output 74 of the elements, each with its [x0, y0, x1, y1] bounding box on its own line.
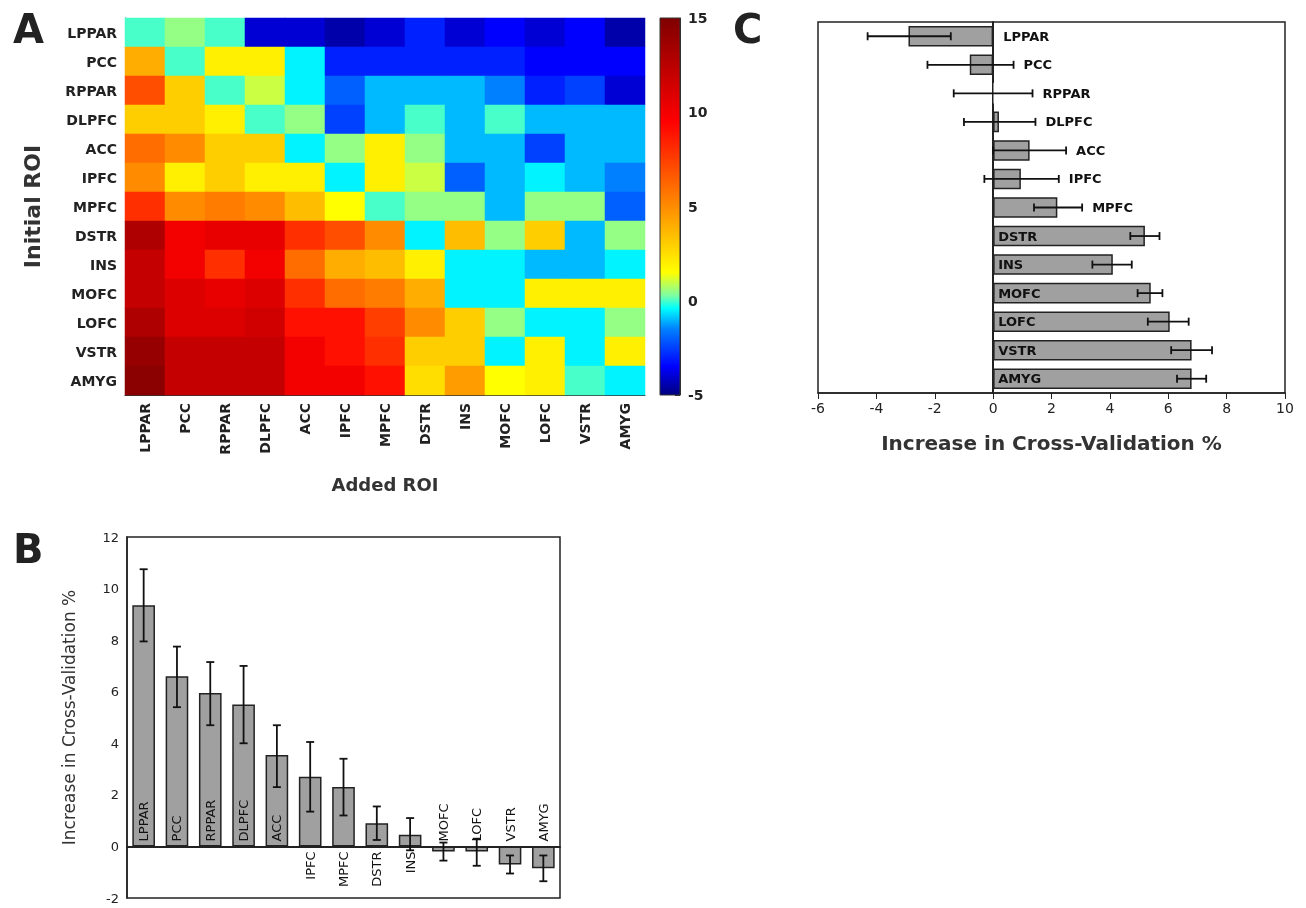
x-tick-label: MOFC: [435, 803, 451, 842]
x-tick-label: RPPAR: [202, 799, 218, 842]
x-tick-label: 0: [988, 400, 998, 416]
x-tick-label: -6: [811, 400, 826, 416]
x-tick-label: DLPFC: [257, 403, 273, 454]
x-axis-title: Added ROI: [331, 473, 439, 495]
x-tick-label: VSTR: [577, 402, 593, 445]
x-tick-label: LPPAR: [136, 801, 152, 842]
y-tick-label: DSTR: [998, 228, 1038, 244]
color-bar-label: 15: [688, 10, 708, 26]
x-tick-label: LOFC: [469, 807, 485, 842]
y-tick-label: DLPFC: [1045, 114, 1093, 130]
y-tick-label: ACC: [85, 140, 117, 157]
y-tick-label: LOFC: [76, 314, 117, 331]
x-tick-label: AMYG: [617, 403, 633, 450]
x-tick-label: PCC: [177, 403, 193, 434]
y-tick-label: VSTR: [998, 342, 1037, 358]
y-tick-label: 2: [110, 787, 119, 803]
y-tick-label: DLPFC: [66, 111, 117, 128]
y-tick-label: INS: [998, 257, 1024, 273]
x-tick-label: DLPFC: [236, 799, 252, 842]
color-bar-label: 10: [688, 104, 708, 121]
y-tick-label: RPPAR: [65, 82, 118, 99]
chart-title: B: [13, 526, 44, 572]
y-tick-label: IPFC: [81, 169, 117, 186]
chart-title: C: [733, 6, 763, 52]
x-tick-label: -2: [927, 400, 942, 416]
y-tick-label: PCC: [86, 53, 117, 70]
y-tick-label: LPPAR: [67, 24, 118, 41]
y-tick-label: 8: [110, 632, 119, 648]
y-axis-title: Increase in Cross-Validation %: [58, 589, 79, 846]
color-bar-label: 0: [688, 292, 698, 309]
y-tick-label: DSTR: [74, 227, 118, 244]
y-tick-label: VSTR: [75, 343, 118, 360]
x-tick-label: 10: [1276, 400, 1294, 416]
y-tick-label: 4: [110, 735, 119, 751]
x-tick-label: PCC: [169, 815, 185, 842]
x-tick-label: IPFC: [302, 851, 318, 880]
x-tick-label: INS: [457, 403, 473, 431]
x-tick-label: -4: [869, 400, 884, 416]
x-axis-title: Increase in Cross-Validation %: [881, 431, 1222, 455]
y-tick-label: IPFC: [1068, 171, 1102, 187]
x-tick-label: IPFC: [337, 403, 353, 439]
y-tick-label: 10: [102, 581, 119, 597]
y-tick-label: MOFC: [998, 285, 1041, 301]
x-tick-label: LOFC: [537, 403, 553, 444]
color-bar-label: -5: [688, 387, 704, 403]
y-tick-label: AMYG: [70, 372, 117, 389]
x-tick-label: AMYG: [535, 803, 551, 842]
y-tick-label: 0: [110, 838, 119, 854]
y-tick-label: LOFC: [998, 314, 1036, 330]
color-bar-label: 5: [688, 198, 698, 215]
y-tick-label: LPPAR: [1003, 28, 1050, 44]
x-tick-label: 6: [1163, 400, 1173, 416]
x-tick-label: MPFC: [377, 403, 393, 448]
y-tick-label: AMYG: [998, 371, 1042, 387]
x-tick-label: VSTR: [502, 807, 518, 842]
x-tick-label: RPPAR: [217, 402, 233, 455]
x-tick-label: DSTR: [417, 402, 433, 446]
y-tick-label: 6: [110, 684, 119, 700]
x-tick-label: 8: [1222, 400, 1232, 416]
y-axis-title: Initial ROI: [19, 144, 45, 269]
y-tick-label: INS: [89, 256, 117, 273]
x-tick-label: ACC: [269, 814, 285, 842]
y-tick-label: MOFC: [71, 285, 117, 302]
x-tick-label: ACC: [297, 403, 313, 435]
x-tick-label: MOFC: [497, 403, 513, 449]
y-tick-label: MPFC: [72, 198, 117, 215]
x-tick-label: MPFC: [336, 851, 351, 888]
y-tick-label: -2: [106, 890, 119, 906]
chart-title: A: [13, 6, 44, 52]
y-tick-label: 12: [102, 529, 119, 545]
x-tick-label: DSTR: [369, 851, 385, 887]
x-tick-label: INS: [402, 851, 418, 874]
